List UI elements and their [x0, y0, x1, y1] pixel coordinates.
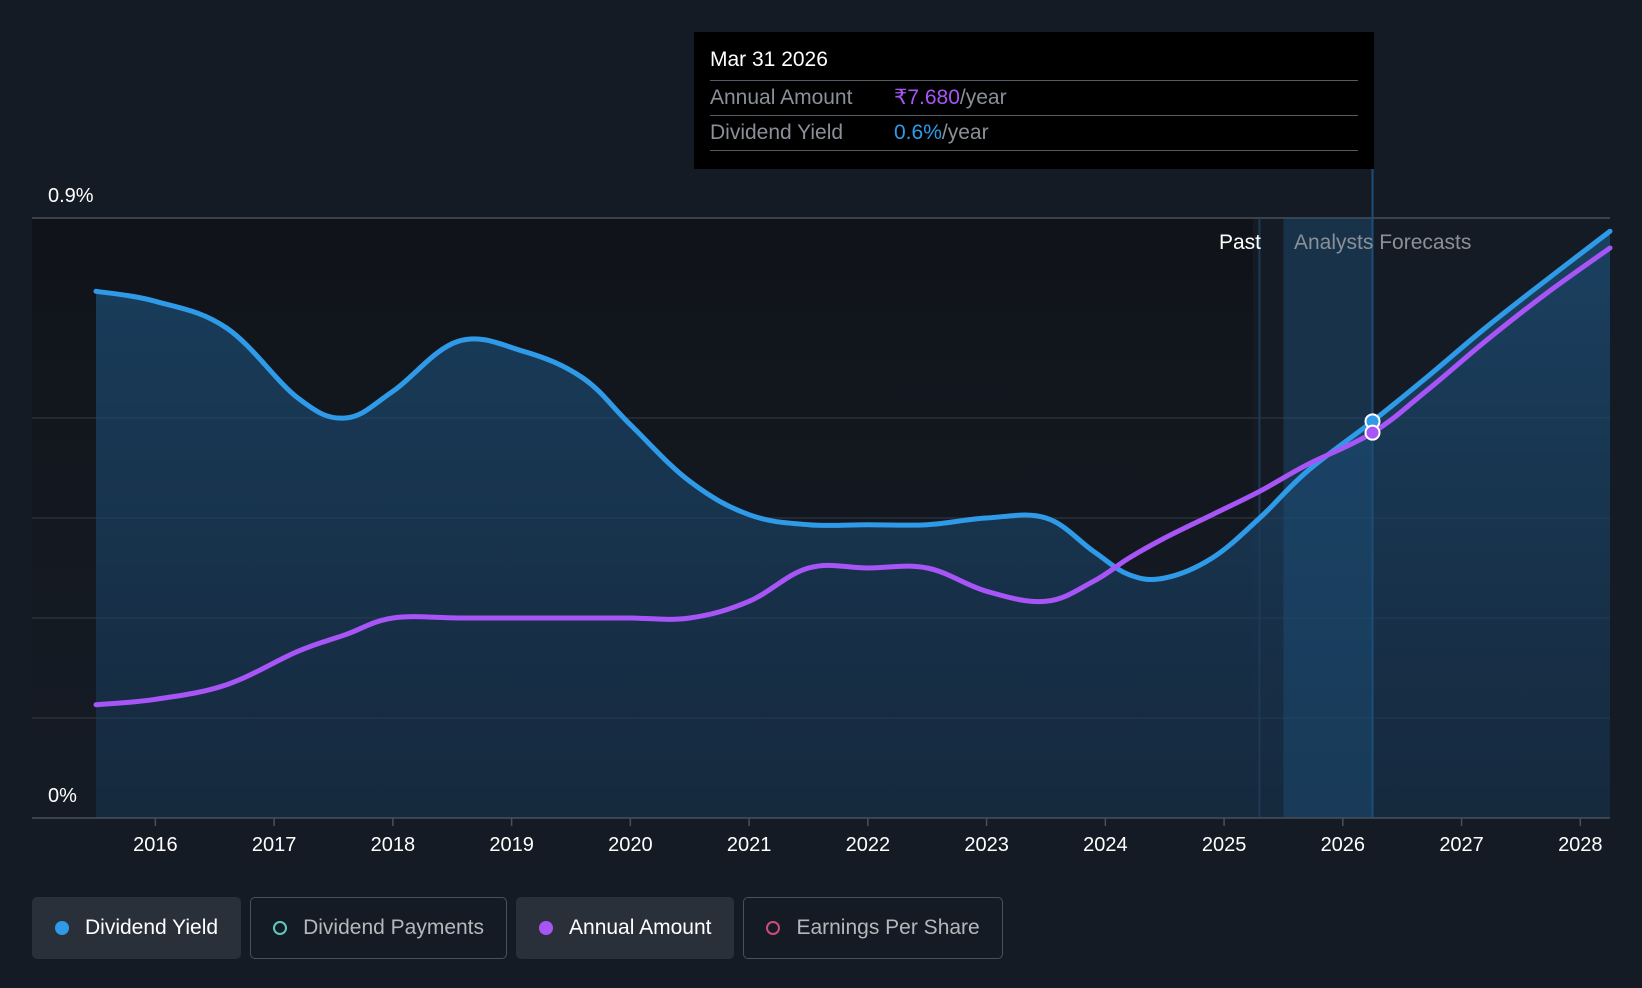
x-tick-label: 2022 — [846, 834, 891, 856]
x-tick-label: 2019 — [489, 834, 534, 856]
x-tick-label: 2025 — [1202, 834, 1247, 856]
past-region-label: Past — [1219, 231, 1261, 254]
legend-dot-icon — [273, 921, 288, 935]
tooltip-unit: /year — [941, 121, 989, 144]
dividend-yield-line — [93, 228, 1613, 583]
x-tick-label: 2021 — [727, 834, 772, 856]
x-axis-ticks: 2016 2017 2018 2019 2020 2021 2022 2023 2024 2025… — [133, 818, 1603, 856]
legend-dot-icon — [766, 921, 781, 935]
tooltip-date: Mar 31 2026 — [710, 46, 1358, 81]
legend-label: Earnings Per Share — [796, 916, 980, 939]
legend-item-dividend-yield[interactable]: Dividend Yield — [32, 897, 242, 959]
legend-item-earnings-per-share[interactable]: Earnings Per Share — [743, 897, 1003, 959]
legend-item-dividend-payments[interactable]: Dividend Payments — [250, 897, 508, 959]
x-tick-label: 2028 — [1558, 834, 1603, 856]
annual-amount-line — [93, 245, 1613, 708]
tooltip-value: ₹7.680 — [894, 86, 960, 109]
x-tick-label: 2027 — [1439, 834, 1484, 856]
x-tick-label: 2023 — [964, 834, 1009, 856]
x-tick-label: 2020 — [608, 834, 653, 856]
legend-label: Dividend Payments — [303, 916, 485, 939]
x-tick-label: 2018 — [371, 834, 416, 856]
series-lines — [93, 228, 1613, 708]
legend: Dividend Yield Dividend Payments Annual … — [32, 897, 1003, 961]
forecast-region-label: Analysts Forecasts — [1294, 231, 1471, 254]
legend-dot-icon — [539, 921, 554, 935]
legend-item-annual-amount[interactable]: Annual Amount — [516, 897, 735, 959]
tooltip-row-dividend-yield: Dividend Yield 0.6% /year — [710, 116, 1358, 151]
y-axis-bottom-label: 0% — [48, 785, 77, 807]
legend-label: Dividend Yield — [85, 916, 219, 939]
tooltip-label: Dividend Yield — [710, 121, 844, 144]
hover-markers — [1364, 413, 1381, 441]
tooltip-label: Annual Amount — [710, 86, 853, 109]
tooltip-row-annual-amount: Annual Amount ₹7.680 /year — [710, 81, 1358, 116]
x-tick-label: 2016 — [133, 834, 178, 856]
legend-dot-icon — [55, 921, 69, 935]
hover-tooltip: Mar 31 2026 Annual Amount ₹7.680 /year D… — [694, 32, 1374, 169]
tooltip-value: 0.6% — [894, 121, 942, 144]
series-areas — [96, 231, 1610, 819]
annual-amount-marker — [1364, 424, 1381, 441]
dividend-yield-area — [96, 231, 1610, 819]
forecast-highlight-band — [1283, 218, 1373, 818]
x-tick-label: 2026 — [1321, 834, 1366, 856]
tooltip-unit: /year — [959, 86, 1007, 109]
y-axis-top-label: 0.9% — [48, 185, 94, 207]
x-tick-label: 2024 — [1083, 834, 1128, 856]
legend-label: Annual Amount — [569, 916, 712, 939]
x-tick-label: 2017 — [252, 834, 297, 856]
